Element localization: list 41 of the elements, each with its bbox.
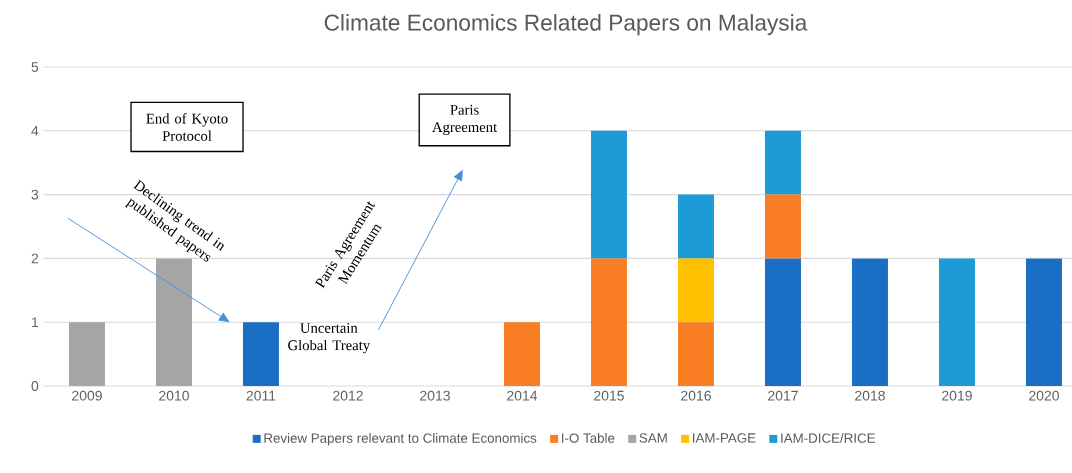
bar xyxy=(764,194,801,259)
legend-label: I-O Table xyxy=(562,433,615,443)
bar xyxy=(764,258,801,386)
legend-label: IAM-DICE/RICE xyxy=(781,433,875,443)
y-tick-label: 4 xyxy=(31,125,39,136)
annotation: End of Kyoto Protocol xyxy=(146,113,228,141)
bar xyxy=(677,258,714,323)
x-tick-label: 2018 xyxy=(855,390,885,401)
x-tick-label: 2009 xyxy=(72,390,102,401)
annotation: Uncertain Global Treaty xyxy=(288,323,371,354)
bar xyxy=(851,258,888,386)
bar xyxy=(590,130,627,259)
y-tick-label: 1 xyxy=(32,317,39,327)
bar xyxy=(1025,258,1062,386)
x-tick-label: 2013 xyxy=(420,390,450,401)
x-tick-label: 2015 xyxy=(594,390,624,401)
bar xyxy=(68,322,105,386)
y-tick-label: 0 xyxy=(31,381,39,391)
legend-label: Review Papers relevant to Climate Economics xyxy=(264,433,537,446)
bar xyxy=(590,258,627,386)
chart-title: Climate Economics Related Papers on Malaysia xyxy=(324,14,808,36)
bar xyxy=(764,130,801,195)
x-tick-label: 2016 xyxy=(681,390,711,401)
x-tick-label: 2010 xyxy=(159,390,189,401)
annotation: Paris Agreement xyxy=(432,104,498,136)
bar xyxy=(677,194,714,259)
y-tick-label: 3 xyxy=(31,189,39,200)
y-tick-label: 5 xyxy=(31,62,39,72)
x-tick-label: 2014 xyxy=(507,390,538,401)
legend-label: SAM xyxy=(639,433,667,443)
x-tick-label: 2011 xyxy=(246,390,276,401)
bar xyxy=(242,322,279,386)
x-tick-label: 2012 xyxy=(333,390,363,401)
x-tick-label: 2020 xyxy=(1029,390,1059,401)
x-tick-label: 2019 xyxy=(942,390,972,401)
bar xyxy=(677,322,714,386)
y-tick-label: 2 xyxy=(31,253,39,264)
bar xyxy=(503,322,540,386)
bar xyxy=(938,258,975,386)
x-tick-label: 2017 xyxy=(768,390,798,401)
legend-label: IAM-PAGE xyxy=(693,433,756,443)
